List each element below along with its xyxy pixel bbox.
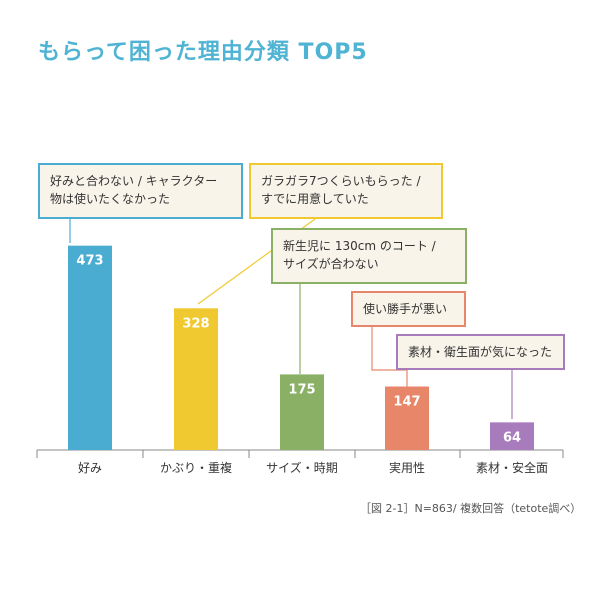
callout-3: 新生児に 130cm のコート / サイズが合わない (271, 228, 467, 284)
category-label-5: 素材・安全面 (476, 460, 548, 475)
callout-line: 素材・衛生面が気になった (408, 345, 553, 359)
callout-line: すでに用意していた (261, 192, 369, 206)
callout-1: 好みと合わない / キャラクター 物は使いたくなかった (38, 163, 243, 219)
callout-line: 使い勝手が悪い (363, 302, 448, 316)
bar-4 (385, 386, 429, 450)
category-label-1: 好み (78, 461, 102, 475)
source-note: ［図 2-1］N=863/ 複数回答（tetote調べ） (360, 502, 582, 515)
bar-3 (280, 374, 324, 450)
bar-5 (490, 422, 534, 450)
data-label-4: 147 (393, 394, 420, 409)
callout-5: 素材・衛生面が気になった (396, 334, 565, 370)
bar-2 (174, 308, 218, 450)
category-label-4: 実用性 (389, 460, 425, 475)
callout-line: 好みと合わない / キャラクター (50, 174, 218, 188)
callout-line: ガラガラ7つくらいもらった / (261, 174, 421, 188)
bar-1 (68, 245, 112, 450)
data-label-1: 473 (76, 254, 103, 269)
data-label-5: 64 (503, 430, 521, 445)
data-label-2: 328 (182, 316, 209, 331)
category-label-2: かぶり・重複 (160, 460, 232, 475)
callout-2: ガラガラ7つくらいもらった / すでに用意していた (249, 163, 443, 219)
category-label-3: サイズ・時期 (266, 460, 338, 475)
data-label-3: 175 (288, 382, 315, 397)
callout-4: 使い勝手が悪い (351, 291, 466, 327)
chart-title: もらって困った理由分類 TOP5 (38, 40, 368, 65)
callout-line: 物は使いたくなかった (50, 192, 171, 206)
callout-line: サイズが合わない (283, 257, 379, 271)
leader-line-4 (371, 327, 408, 387)
callout-line: 新生児に 130cm のコート / (283, 239, 436, 253)
